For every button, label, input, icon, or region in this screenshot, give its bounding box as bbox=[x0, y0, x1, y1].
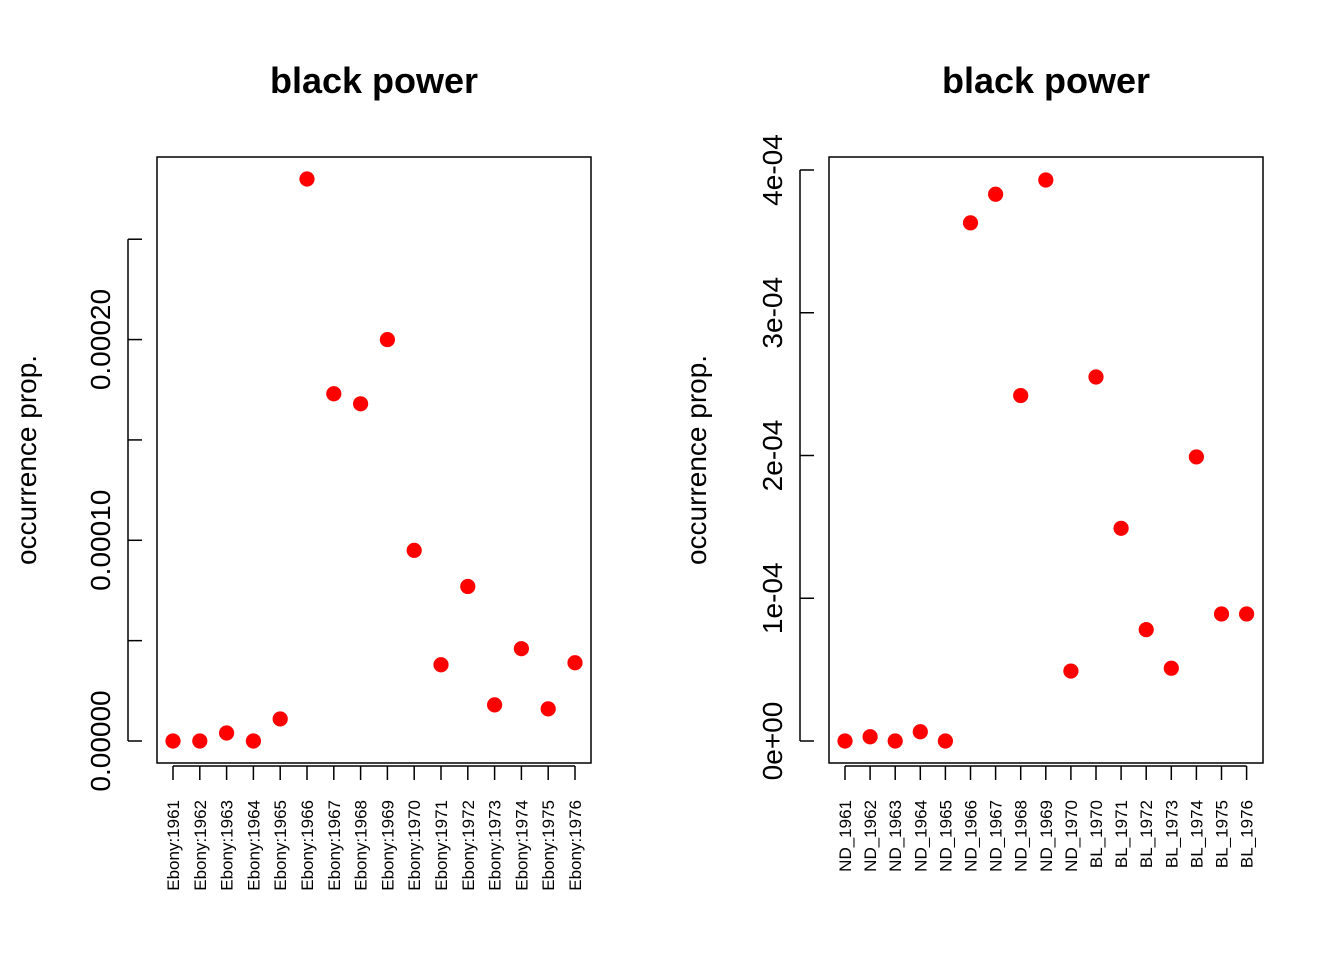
left-data-point bbox=[299, 171, 315, 187]
left-data-point bbox=[406, 542, 422, 558]
left-data-point bbox=[513, 641, 530, 657]
right-x-tick-label: BL_1974 bbox=[1187, 800, 1206, 868]
right-data-point bbox=[1163, 660, 1179, 676]
right-x-tick-label: ND_1961 bbox=[836, 800, 855, 872]
left-data-point bbox=[540, 701, 556, 717]
right-data-point bbox=[1113, 520, 1129, 536]
left-panel: black power occurrence prop. 0.000000.00… bbox=[11, 60, 592, 891]
left-data-point bbox=[460, 578, 476, 595]
left-y-tick-label: 0.00020 bbox=[85, 289, 116, 390]
right-data-point bbox=[1239, 606, 1255, 622]
right-x-tick-label: BL_1976 bbox=[1238, 800, 1257, 868]
left-y-tick-label: 0.00010 bbox=[85, 490, 116, 591]
right-x-tick-label: ND_1967 bbox=[987, 800, 1006, 872]
left-data-point bbox=[272, 711, 288, 727]
right-data-point bbox=[937, 733, 954, 749]
left-plot-box bbox=[156, 156, 592, 764]
right-data-point bbox=[988, 186, 1004, 202]
left-data-point bbox=[567, 655, 583, 671]
left-data-point bbox=[192, 733, 208, 749]
right-x-tick-label: ND_1968 bbox=[1012, 800, 1031, 872]
left-x-tick-label: Ebony:1976 bbox=[566, 800, 585, 891]
right-y-tick-label: 1e-04 bbox=[757, 562, 788, 634]
left-data-point bbox=[487, 697, 503, 713]
left-y-axis-label: occurrence prop. bbox=[11, 355, 42, 565]
right-y-tick-label: 3e-04 bbox=[757, 277, 788, 349]
right-y-tick-label: 4e-04 bbox=[757, 134, 788, 206]
left-x-tick-label: Ebony:1966 bbox=[298, 800, 317, 891]
left-data-point bbox=[353, 396, 369, 412]
left-x-tick-label: Ebony:1968 bbox=[352, 800, 371, 891]
right-x-tick-label: BL_1970 bbox=[1087, 800, 1106, 868]
right-y-tick-label: 2e-04 bbox=[757, 420, 788, 492]
left-x-tick-label: Ebony:1969 bbox=[378, 800, 397, 891]
left-data-point bbox=[326, 386, 342, 402]
left-x-tick-label: Ebony:1965 bbox=[271, 800, 290, 891]
left-x-tick-label: Ebony:1964 bbox=[244, 800, 263, 891]
right-x-tick-label: ND_1966 bbox=[962, 800, 981, 872]
right-data-points bbox=[837, 172, 1255, 749]
left-x-tick-label: Ebony:1975 bbox=[539, 800, 558, 891]
left-x-tick-label: Ebony:1971 bbox=[432, 800, 451, 891]
right-x-tick-label: ND_1965 bbox=[936, 800, 955, 872]
right-data-point bbox=[887, 733, 903, 749]
right-x-tick-label: BL_1971 bbox=[1112, 800, 1131, 868]
left-y-axis: 0.00000 0.00010 0.00020 bbox=[85, 238, 142, 792]
left-x-tick-label: Ebony:1961 bbox=[164, 800, 183, 891]
right-y-tick-label: 0e+00 bbox=[757, 702, 788, 781]
right-data-point bbox=[1038, 172, 1054, 188]
right-x-axis: ND_1961 ND_1962 ND_1963 ND_1964 ND_1965 ND_19… bbox=[836, 765, 1257, 872]
left-data-point bbox=[219, 725, 235, 741]
right-x-tick-label: BL_1973 bbox=[1162, 800, 1181, 868]
left-y-tick-label: 0.00000 bbox=[85, 690, 116, 791]
right-data-point bbox=[837, 733, 853, 749]
left-data-point bbox=[245, 733, 261, 749]
left-data-point bbox=[379, 331, 395, 348]
right-data-point bbox=[1213, 606, 1230, 622]
right-y-axis: 0e+00 1e-04 2e-04 3e-04 4e-04 bbox=[757, 134, 814, 780]
left-data-points bbox=[165, 171, 583, 749]
right-x-tick-label: ND_1963 bbox=[886, 800, 905, 872]
right-panel: black power occurrence prop. 0e+00 1e-04 2… bbox=[681, 60, 1264, 872]
right-x-tick-label: BL_1972 bbox=[1137, 800, 1156, 868]
left-data-point bbox=[165, 733, 181, 749]
right-chart-title: black power bbox=[942, 60, 1150, 101]
right-x-tick-label: BL_1975 bbox=[1213, 800, 1232, 868]
right-data-point bbox=[1088, 369, 1104, 385]
left-x-tick-label: Ebony:1974 bbox=[512, 800, 531, 891]
right-data-point bbox=[1063, 663, 1079, 679]
left-x-tick-label: Ebony:1967 bbox=[325, 800, 344, 891]
right-data-point bbox=[1138, 622, 1154, 638]
right-y-axis-label: occurrence prop. bbox=[681, 355, 712, 565]
left-chart-title: black power bbox=[270, 60, 478, 101]
left-x-tick-label: Ebony:1973 bbox=[486, 800, 505, 891]
right-data-point bbox=[912, 724, 928, 740]
right-x-tick-label: ND_1962 bbox=[861, 800, 880, 872]
right-data-point bbox=[1188, 449, 1204, 465]
left-data-point bbox=[433, 657, 449, 673]
right-data-point bbox=[862, 729, 878, 745]
right-x-tick-label: ND_1970 bbox=[1062, 800, 1081, 872]
left-x-tick-label: Ebony:1972 bbox=[459, 800, 478, 891]
right-x-tick-label: ND_1964 bbox=[911, 800, 930, 872]
left-x-tick-label: Ebony:1970 bbox=[405, 800, 424, 891]
left-x-axis: Ebony:1961 Ebony:1962 Ebony:1963 Ebony:1964… bbox=[164, 765, 585, 891]
right-plot-box bbox=[828, 156, 1264, 764]
right-x-tick-label: ND_1969 bbox=[1037, 800, 1056, 872]
left-x-tick-label: Ebony:1963 bbox=[218, 800, 237, 891]
right-data-point bbox=[962, 215, 979, 231]
left-x-tick-label: Ebony:1962 bbox=[191, 800, 210, 891]
right-data-point bbox=[1013, 387, 1029, 404]
